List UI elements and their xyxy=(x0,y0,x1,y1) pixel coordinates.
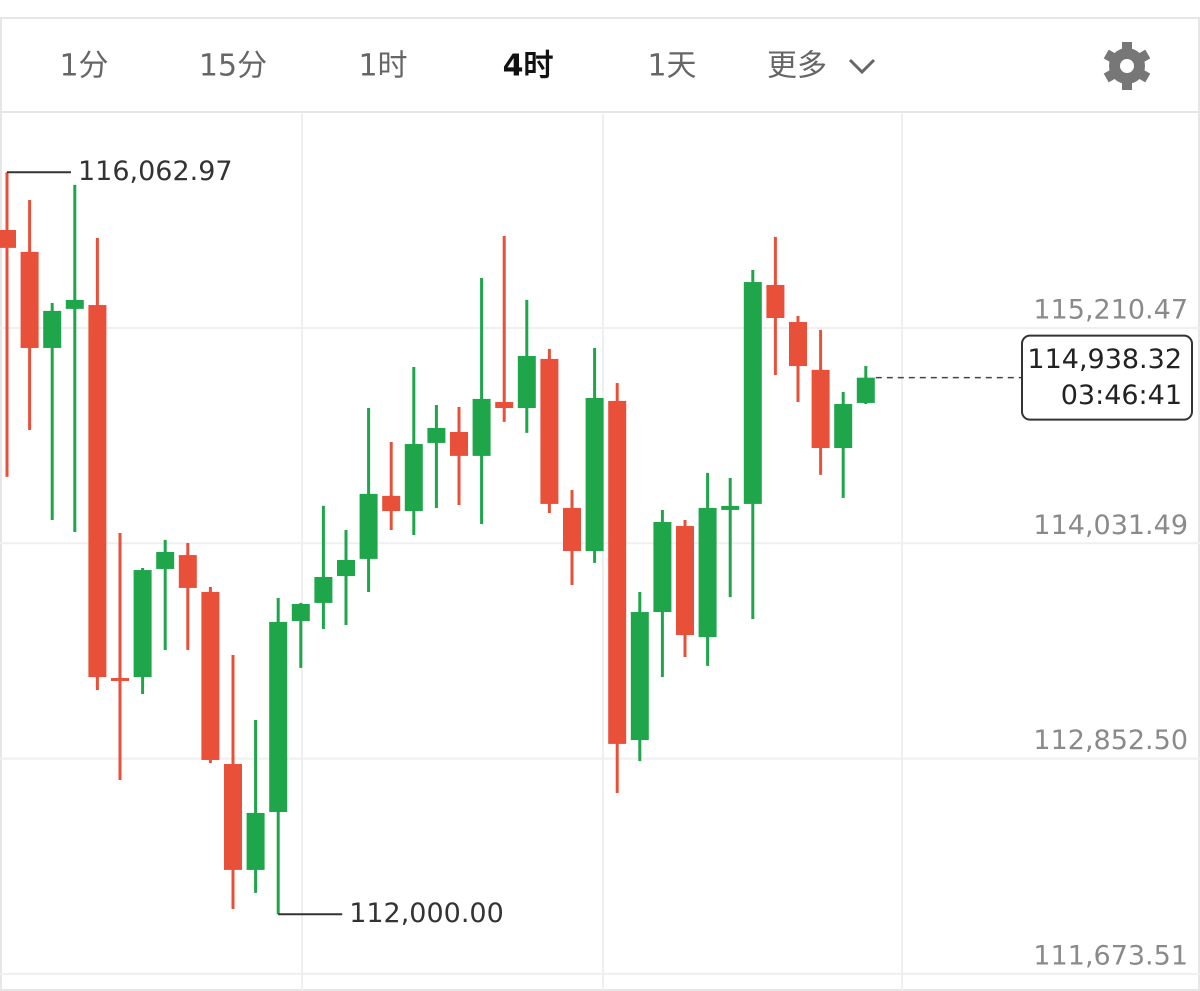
candle-body xyxy=(450,431,468,456)
candle-body xyxy=(743,282,762,504)
candle-body xyxy=(156,551,175,569)
candle-body xyxy=(0,229,16,248)
candle-body xyxy=(789,322,807,367)
candle-body xyxy=(133,570,152,678)
candle-body xyxy=(495,402,514,409)
y-tick-label: 112,852.50 xyxy=(1033,725,1188,756)
candle-body xyxy=(291,604,310,621)
candle-body xyxy=(359,493,378,559)
countdown: 03:46:41 xyxy=(1061,380,1182,411)
tab[interactable]: 15分 xyxy=(199,49,267,84)
candle-body xyxy=(20,251,39,348)
frame xyxy=(0,17,1200,991)
candle-body xyxy=(630,612,649,741)
candle-body xyxy=(540,358,559,504)
candle-body xyxy=(676,526,694,636)
y-tick-label: 111,673.51 xyxy=(1033,940,1188,971)
candle-body xyxy=(382,495,401,512)
last-price-box xyxy=(1021,334,1193,421)
tab[interactable]: 1分 xyxy=(59,49,108,84)
candle-body xyxy=(472,398,491,456)
candle-body xyxy=(698,507,717,638)
candle-body xyxy=(766,284,785,319)
candle-body xyxy=(517,355,536,409)
y-tick-label: 114,031.49 xyxy=(1033,510,1188,541)
candle-body xyxy=(856,377,875,403)
last-price-label: 114,938.32 xyxy=(1027,344,1182,375)
y-tick-label: 115,210.47 xyxy=(1033,294,1188,325)
candle-body xyxy=(246,812,265,870)
candle-body xyxy=(314,576,333,603)
candle-body xyxy=(404,444,423,512)
candle-body xyxy=(178,555,197,588)
toolbar: 1分 15分 1时 4时 1天 更多 xyxy=(59,49,827,84)
annotation-label: 112,000.00 xyxy=(349,898,504,929)
x-grid xyxy=(301,114,903,991)
candle-body xyxy=(427,427,446,443)
candle-body xyxy=(811,369,830,449)
plot: 111,673.51 112,852.50 114,031.49 115,210.47… xyxy=(0,156,1200,975)
tab[interactable]: 1时 xyxy=(358,49,407,84)
annotation-label: 116,062.97 xyxy=(78,156,233,187)
tab[interactable]: 4时 xyxy=(503,49,554,84)
candle-body xyxy=(224,763,242,870)
candle-body xyxy=(88,305,107,678)
candle-body xyxy=(111,677,129,681)
tab[interactable]: 1天 xyxy=(647,49,696,84)
candle-body xyxy=(65,299,84,309)
candle-body xyxy=(585,397,604,552)
candle-body xyxy=(653,522,672,613)
candle-body xyxy=(269,621,288,813)
tab[interactable]: 更多 xyxy=(767,49,827,84)
candle-body xyxy=(43,310,62,348)
candle-body xyxy=(337,559,355,577)
candle-body xyxy=(201,591,220,760)
candle-body xyxy=(563,507,581,552)
candle-body xyxy=(608,400,627,744)
candle-body xyxy=(721,505,740,510)
more-chevron[interactable] xyxy=(848,58,876,75)
candle-body xyxy=(834,404,853,449)
settings-icon[interactable] xyxy=(1103,42,1151,90)
